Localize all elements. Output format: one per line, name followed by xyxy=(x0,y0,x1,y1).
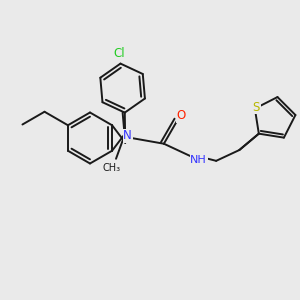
Text: S: S xyxy=(253,100,260,114)
Text: CH₃: CH₃ xyxy=(102,163,121,173)
Text: Cl: Cl xyxy=(113,46,125,60)
Text: N: N xyxy=(123,129,132,142)
Text: O: O xyxy=(176,109,186,122)
Text: NH: NH xyxy=(190,155,207,165)
